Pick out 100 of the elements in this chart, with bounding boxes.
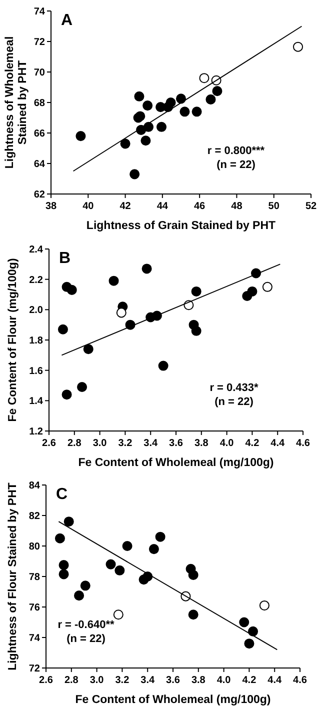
point xyxy=(142,264,152,274)
x-axis-title: Lightness of Grain Stained by PHT xyxy=(86,220,276,232)
point xyxy=(166,97,176,108)
point xyxy=(58,560,69,570)
point xyxy=(80,580,90,591)
point xyxy=(116,308,126,318)
point xyxy=(58,324,68,334)
x-tick-label: 3.4 xyxy=(144,438,158,449)
point xyxy=(122,540,132,552)
annotation: (n = 22) xyxy=(66,633,106,645)
point xyxy=(113,610,124,620)
annotation: (n = 22) xyxy=(216,159,256,171)
point xyxy=(54,533,65,544)
y-tick-label: 1.2 xyxy=(29,426,44,438)
point xyxy=(77,382,88,392)
x-tick-label: 46 xyxy=(194,201,206,212)
y-tick-label: 68 xyxy=(34,98,46,109)
point xyxy=(106,559,116,570)
point xyxy=(156,122,167,132)
x-tick-label: 4.6 xyxy=(293,675,308,686)
y-tick-label: 78 xyxy=(28,572,40,583)
y-axis-title: Fe Content of Flour (mg/100g) xyxy=(7,258,19,422)
annotation: r = 0.800*** xyxy=(207,145,266,157)
x-tick-label: 3.0 xyxy=(90,675,104,686)
point xyxy=(192,106,202,117)
x-tick-label: 3.8 xyxy=(194,438,209,449)
x-tick-label: 3.6 xyxy=(166,675,180,686)
y-axis-title: Lightness of Flour Stained by PHT xyxy=(7,482,19,670)
point xyxy=(66,284,77,295)
y-tick-label: 2.2 xyxy=(29,274,44,286)
point xyxy=(292,42,304,52)
y-tick-label: 74 xyxy=(28,633,40,644)
x-tick-label: 52 xyxy=(305,201,317,212)
annotation: r = 0.433* xyxy=(210,382,260,394)
x-tick-label: 4.6 xyxy=(296,438,310,449)
x-tick-label: 2.6 xyxy=(42,438,56,449)
x-tick-label: 4.2 xyxy=(245,438,260,449)
x-tick-label: 38 xyxy=(45,201,57,212)
x-tick-label: 3.8 xyxy=(191,675,206,686)
x-tick-label: 4.0 xyxy=(220,438,234,449)
y-tick-label: 64 xyxy=(34,159,46,170)
point xyxy=(239,617,250,628)
x-tick-label: 44 xyxy=(156,201,168,212)
x-tick-label: 48 xyxy=(231,201,243,212)
y-tick-label: 1.4 xyxy=(29,396,44,408)
y-axis-title: Lightness of Wholemeal Stained by PHT xyxy=(4,36,29,169)
point xyxy=(247,286,258,296)
x-tick-label: 4.4 xyxy=(268,675,282,686)
point xyxy=(212,86,222,96)
x-tick-label: 42 xyxy=(120,201,132,212)
annotation: r = -0.640** xyxy=(58,619,115,631)
chart-title: A xyxy=(61,12,73,29)
x-tick-label: 2.8 xyxy=(67,438,82,449)
x-tick-label: 3.4 xyxy=(140,675,155,686)
chart-title: B xyxy=(59,250,71,267)
point xyxy=(155,532,166,542)
x-tick-label: 3.6 xyxy=(169,438,184,449)
x-tick-label: 3.2 xyxy=(118,438,133,449)
point xyxy=(62,390,72,400)
point xyxy=(76,131,86,142)
x-tick-label: 2.6 xyxy=(39,675,54,686)
y-tick-label: 1.8 xyxy=(29,336,44,346)
y-tick-label: 82 xyxy=(28,511,40,522)
point xyxy=(180,106,190,117)
y-tick-label: 84 xyxy=(28,480,40,492)
point xyxy=(248,626,258,636)
x-tick-label: 4.4 xyxy=(270,438,285,449)
x-tick-label: 4.2 xyxy=(242,675,257,686)
y-tick-label: 80 xyxy=(28,542,40,552)
point xyxy=(158,360,168,371)
y-tick-label: 72 xyxy=(34,37,46,48)
point xyxy=(134,91,144,102)
point xyxy=(191,286,202,296)
point xyxy=(262,282,272,292)
point xyxy=(176,94,186,104)
y-tick-label: 2.4 xyxy=(29,244,44,256)
point xyxy=(64,516,74,527)
y-tick-label: 74 xyxy=(34,6,46,18)
point xyxy=(244,638,254,649)
y-tick-label: 72 xyxy=(28,664,40,674)
y-tick-label: 66 xyxy=(34,128,46,140)
x-tick-label: 3.0 xyxy=(92,438,108,449)
point xyxy=(206,94,216,104)
point xyxy=(142,100,153,111)
point xyxy=(259,600,270,610)
annotation: (n = 22) xyxy=(214,396,254,408)
x-tick-label: 2.8 xyxy=(64,675,79,686)
point xyxy=(120,138,130,149)
point xyxy=(191,326,202,336)
x-tick-label: 40 xyxy=(82,201,94,212)
point xyxy=(108,276,119,286)
point xyxy=(140,136,151,146)
y-tick-label: 1.6 xyxy=(29,366,44,377)
point xyxy=(74,590,84,601)
point xyxy=(130,169,140,180)
y-tick-label: 76 xyxy=(28,602,40,614)
x-axis-title: Fe Content of Wholemeal (mg/100g) xyxy=(78,457,274,469)
point xyxy=(58,569,69,580)
y-tick-label: 70 xyxy=(34,68,46,78)
y-tick-label: 62 xyxy=(34,190,46,200)
